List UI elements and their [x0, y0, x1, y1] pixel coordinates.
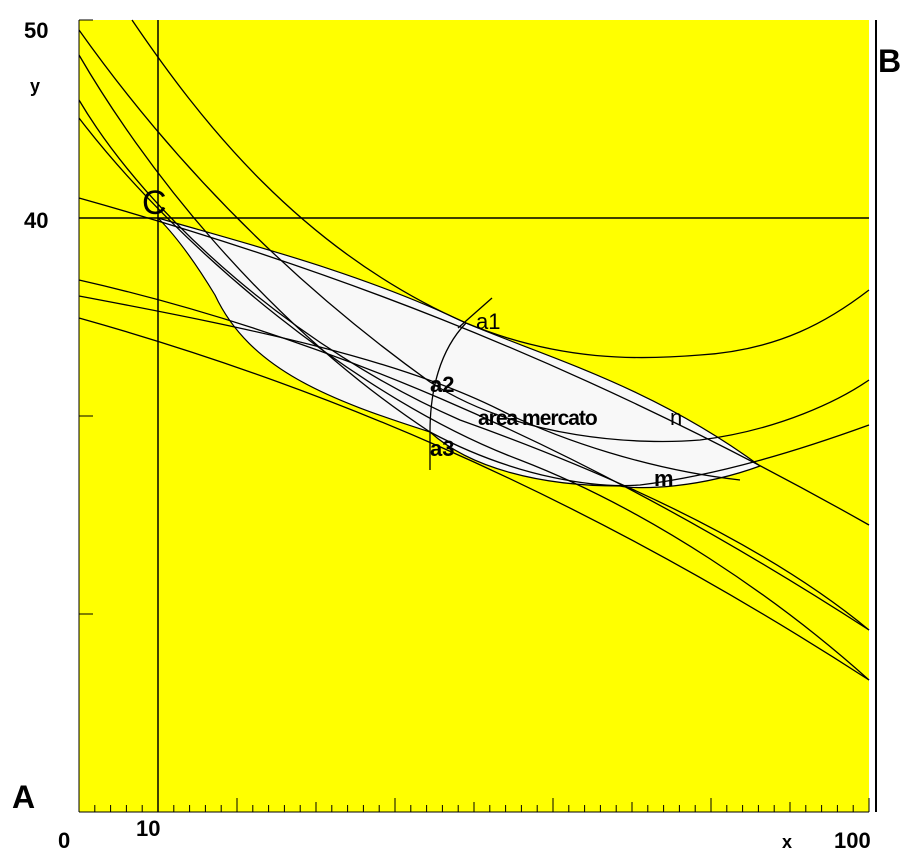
curve-upper-1 [131, 19, 870, 359]
line-lower-4 [78, 295, 741, 481]
y-axis-ticks [78, 19, 93, 813]
line-lower-2 [78, 279, 870, 631]
annotation-m: m [654, 466, 674, 491]
x-axis-ticks [78, 798, 870, 813]
y-tick-40: 40 [24, 208, 48, 233]
arc-a1-a3 [429, 322, 467, 470]
x-tick-100: 100 [834, 828, 871, 853]
annotation-a2: a2 [430, 372, 454, 397]
annotation-n: n [670, 405, 682, 430]
y-axis-label: y [30, 76, 40, 96]
curve-upper-2 [78, 29, 870, 443]
point-label-c: C [142, 184, 167, 222]
annotation-market-area: area mercato [478, 407, 597, 430]
line-lower-3 [78, 317, 870, 681]
corner-label-a: A [12, 779, 35, 815]
corner-label-b: B [878, 43, 901, 79]
x-tick-0: 0 [58, 828, 70, 853]
tick-a1 [457, 297, 493, 329]
annotation-a3: a3 [430, 436, 454, 461]
line-lower-1 [78, 197, 870, 526]
curves-group [78, 19, 870, 681]
curve-upper-5 [78, 117, 870, 681]
y-tick-50: 50 [24, 18, 48, 43]
annotation-a1: a1 [476, 309, 500, 334]
x-tick-10: 10 [136, 816, 160, 841]
curve-upper-4 [78, 99, 870, 631]
curve-upper-3 [78, 54, 870, 487]
x-axis-label: x [782, 832, 792, 852]
